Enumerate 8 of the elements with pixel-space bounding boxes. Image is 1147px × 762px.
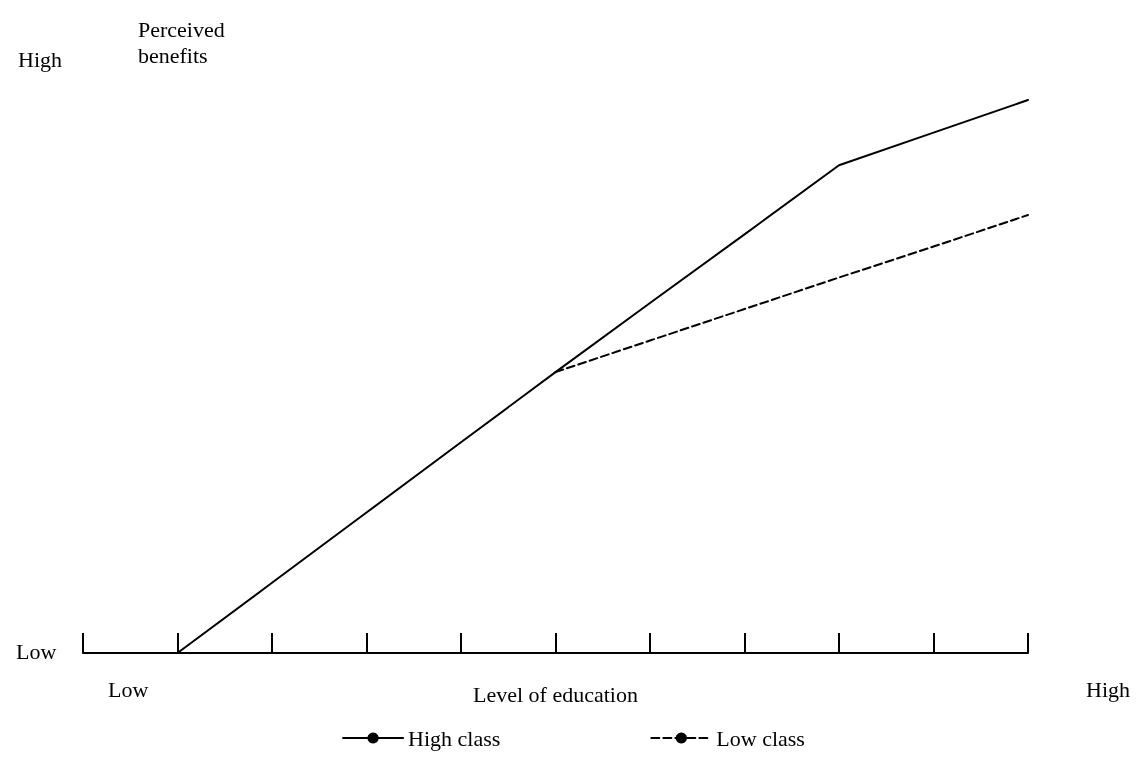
text: Low: [16, 638, 57, 664]
text: High: [18, 46, 62, 72]
text: Low: [108, 676, 149, 702]
y-axis-title: Perceived benefits: [138, 16, 231, 68]
legend-label: High class: [408, 725, 501, 751]
x-axis-title: Level of education: [473, 681, 638, 707]
legend-label: Low class: [716, 725, 805, 751]
text: High: [1086, 676, 1130, 702]
